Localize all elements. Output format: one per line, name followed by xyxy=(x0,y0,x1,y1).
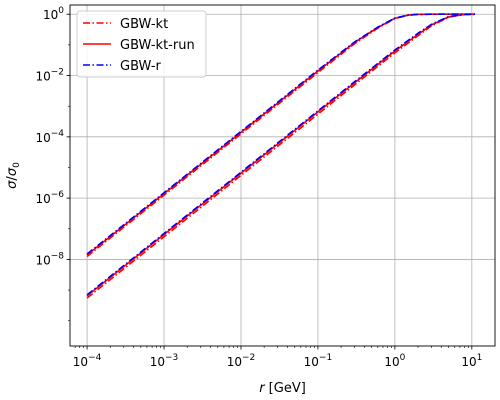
legend-label: GBW-kt-run xyxy=(120,38,195,53)
x-tick-label: 10−4 xyxy=(73,353,102,369)
series-line-upper-GBW-r xyxy=(86,13,476,255)
plot-frame xyxy=(69,4,496,347)
ticks: 10−4 10−3 10−2 10−1 100 101 10−8 10−6 10−4 10−2 10… xyxy=(35,6,482,369)
legend-label: GBW-kt xyxy=(120,17,168,32)
series-layer xyxy=(86,13,476,299)
y-tick-label: 100 xyxy=(43,6,64,22)
legend: GBW-kt GBW-kt-run GBW-r xyxy=(76,10,207,78)
x-tick-label: 10−2 xyxy=(227,353,256,369)
y-tick-label: 10−6 xyxy=(35,190,64,206)
x-tick-label: 100 xyxy=(384,353,405,369)
y-axis-label: σ/σ0 xyxy=(5,162,22,189)
x-tick-label: 10−3 xyxy=(150,353,179,369)
x-tick-label: 10−1 xyxy=(304,353,333,369)
series-line-lower-GBW-r xyxy=(86,13,476,296)
x-axis-label: r [GeV] xyxy=(259,381,306,396)
y-tick-label: 10−2 xyxy=(35,68,64,84)
x-tick-label: 101 xyxy=(461,353,482,369)
y-tick-label: 10−8 xyxy=(35,251,64,267)
y-tick-label: 10−4 xyxy=(35,129,64,145)
legend-box xyxy=(76,10,207,78)
legend-label: GBW-r xyxy=(120,59,162,74)
